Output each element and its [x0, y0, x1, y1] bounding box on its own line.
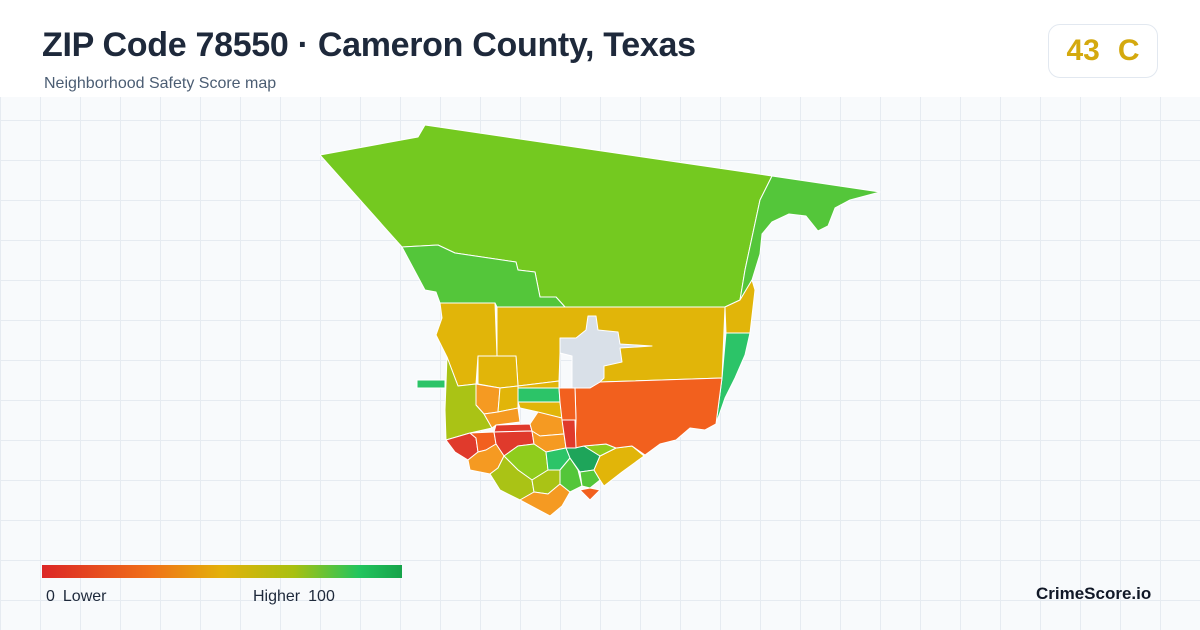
map-region[interactable] [517, 387, 561, 403]
header-band [0, 0, 1200, 97]
map-region[interactable] [401, 244, 566, 308]
page-title: ZIP Code 78550 · Cameron County, Texas [42, 26, 696, 64]
map-region[interactable] [579, 487, 601, 501]
map-region[interactable] [319, 124, 773, 308]
legend-min-label: Lower [62, 588, 107, 605]
legend-high: Higher 100 [249, 588, 339, 606]
map-region[interactable] [477, 355, 519, 389]
map-region[interactable] [574, 377, 723, 456]
map-region[interactable] [558, 387, 577, 421]
map-region[interactable] [416, 379, 446, 389]
legend-low: 0 Lower [42, 588, 110, 606]
legend-max-value: 100 [308, 588, 335, 605]
safety-score-value: 43 [1066, 34, 1100, 67]
map-region[interactable] [579, 469, 601, 489]
legend-min-value: 0 [46, 588, 55, 605]
legend-max-label: Higher [253, 588, 301, 605]
map-region[interactable] [739, 175, 881, 301]
map-region-no-data [559, 315, 653, 389]
safety-score-grade: C [1117, 34, 1140, 67]
brand-logo-text: CrimeScore.io [1036, 584, 1152, 603]
safety-score-badge: 43 C [1048, 24, 1158, 78]
legend-gradient-bar [42, 565, 402, 578]
page-subtitle: Neighborhood Safety Score map [44, 75, 277, 92]
